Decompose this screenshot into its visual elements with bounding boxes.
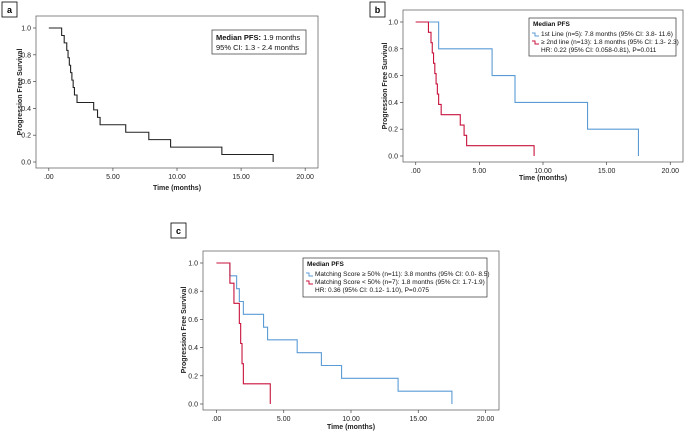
panel-a-y-tick-label: 0.2 bbox=[21, 133, 31, 140]
panel-c-label-box bbox=[170, 222, 187, 239]
panel-a-y-label: Progression Free Survival bbox=[17, 49, 24, 136]
panel-a: a 0.0 0.2 0.4 0.6 0.8 1.0 .00 5.00 10.00 15.00 20… bbox=[1, 1, 319, 192]
panel-c-legend-line-3: HR: 0.36 (95% CI: 0.12- 1.10), P=0.075 bbox=[315, 287, 429, 294]
panel-c-legend-title: Median PFS bbox=[307, 261, 345, 268]
panel-b-x-tick-label: .00 bbox=[411, 168, 421, 175]
panel-c-x-label: Time (months) bbox=[327, 424, 375, 431]
panel-c-legend: Median PFS Matching Score ≥ 50% (n=11): … bbox=[302, 257, 490, 298]
panel-c-series bbox=[216, 262, 453, 404]
panel-b-x-tick-label: 10.00 bbox=[534, 168, 552, 175]
panel-b-y-tick-label: 0.8 bbox=[388, 46, 398, 53]
panel-b-y-tick-label: 0.6 bbox=[388, 73, 398, 80]
panel-b-y-tick-label: 0.0 bbox=[388, 154, 398, 161]
panel-b-legend-line-3: HR: 0.22 (95% CI: 0.058-0.81), P=0.011 bbox=[541, 47, 657, 54]
panel-c-y-tick-label: 0.2 bbox=[188, 373, 198, 380]
panel-b-legend-title: Median PFS bbox=[533, 21, 571, 28]
panel-c-x-tick-label: .00 bbox=[212, 416, 222, 423]
panel-c-x-tick-label: 20.00 bbox=[477, 416, 495, 423]
panel-c-series-2-curve bbox=[216, 262, 271, 404]
panel-c-y-tick-label: 1.0 bbox=[188, 261, 198, 268]
panel-a-legend-median: 1.9 months bbox=[261, 33, 300, 42]
panel-b-legend: Median PFS 1st Line (n=5): 7.8 months (9… bbox=[528, 17, 679, 57]
panel-c-legend-line-1: Matching Score ≥ 50% (n=11): 3.8 months … bbox=[315, 271, 490, 278]
panel-b-y-tick-label: 0.4 bbox=[388, 100, 398, 107]
panel-b-series-2-curve bbox=[415, 21, 535, 156]
panel-a-label-box bbox=[1, 1, 18, 18]
panel-a-x-ticks: .00 5.00 10.00 15.00 20.00 bbox=[44, 168, 314, 181]
panel-c-legend-box bbox=[302, 257, 488, 298]
panel-a-label: a bbox=[7, 5, 13, 15]
panel-b-y-ticks: 0.0 0.2 0.4 0.6 0.8 1.0 bbox=[388, 20, 403, 161]
panel-c-series-1-curve bbox=[216, 262, 453, 404]
panel-b-x-label: Time (months) bbox=[519, 175, 567, 182]
panel-b-legend-box bbox=[528, 17, 677, 57]
panel-b-y-tick-label: 1.0 bbox=[388, 20, 398, 27]
panel-b-legend-swatch-blue bbox=[532, 32, 539, 37]
panel-a-legend-ci: 95% CI: 1.3 - 2.4 months bbox=[216, 43, 299, 52]
panel-a-x-label: Time (months) bbox=[153, 185, 201, 192]
panel-a-y-tick-label: 1.0 bbox=[21, 26, 31, 33]
panel-a-y-tick-label: 0.8 bbox=[21, 52, 31, 59]
panel-c-x-tick-label: 15.00 bbox=[410, 416, 428, 423]
panel-a-x-tick-label: 10.00 bbox=[168, 174, 186, 181]
panel-a-y-ticks: 0.0 0.2 0.4 0.6 0.8 1.0 bbox=[21, 26, 36, 167]
panel-a-legend-title-line: Median PFS: 1.9 months bbox=[216, 33, 300, 42]
panel-a-y-tick-label: 0.0 bbox=[21, 160, 31, 167]
panel-c-y-tick-label: 0.4 bbox=[188, 345, 198, 352]
panel-a-series bbox=[48, 27, 274, 162]
panel-c-y-tick-label: 0.6 bbox=[188, 317, 198, 324]
panel-a-y-tick-label: 0.6 bbox=[21, 79, 31, 86]
panel-b-y-label: Progression Free Survival bbox=[382, 43, 389, 130]
panel-a-y-tick-label: 0.4 bbox=[21, 106, 31, 113]
panel-a-legend-title: Median PFS: bbox=[216, 33, 261, 42]
panel-b-y-tick-label: 0.2 bbox=[388, 127, 398, 134]
panel-b-x-tick-label: 15.00 bbox=[598, 168, 616, 175]
panel-c: c 0.0 0.2 0.4 0.6 0.8 1.0 .00 5.00 10.00 15.00 20… bbox=[170, 222, 500, 431]
panel-a-series-1-curve bbox=[48, 27, 274, 162]
panel-c-legend-line-2: Matching Score < 50% (n=7): 1.8 months (… bbox=[315, 279, 485, 286]
panel-a-x-tick-label: 15.00 bbox=[232, 174, 250, 181]
panel-b-series bbox=[415, 21, 639, 156]
panel-c-legend-swatch-blue bbox=[306, 272, 313, 277]
panel-c-y-tick-label: 0.8 bbox=[188, 289, 198, 296]
panel-b-series-1-curve bbox=[415, 21, 639, 156]
panel-b-x-tick-label: 20.00 bbox=[662, 168, 680, 175]
panel-c-y-label: Progression Free Survival bbox=[181, 287, 188, 374]
panel-c-label: c bbox=[176, 226, 181, 236]
panel-b-legend-line-2: ≥ 2nd line (n=13): 1.8 months (95% CI: 1… bbox=[541, 39, 679, 46]
panel-c-x-ticks: .00 5.00 10.00 15.00 20.00 bbox=[212, 410, 495, 423]
panel-b-x-tick-label: 5.00 bbox=[473, 168, 487, 175]
panel-b-label-box bbox=[369, 1, 386, 18]
panel-a-legend: Median PFS: 1.9 months 95% CI: 1.3 - 2.4… bbox=[211, 29, 307, 55]
panel-b-legend-swatch-red bbox=[532, 40, 539, 45]
panel-c-y-tick-label: 0.0 bbox=[188, 402, 198, 409]
panel-c-x-tick-label: 10.00 bbox=[342, 416, 360, 423]
panel-b: b 0.0 0.2 0.4 0.6 0.8 1.0 .00 5.00 10.00 15.00 20… bbox=[369, 1, 684, 182]
panel-b-legend-line-1: 1st Line (n=5): 7.8 months (95% CI: 3.8-… bbox=[541, 31, 673, 38]
panel-c-legend-swatch-red bbox=[306, 280, 313, 285]
panel-a-legend-box bbox=[211, 29, 307, 55]
panel-a-x-tick-label: .00 bbox=[44, 174, 54, 181]
panel-c-x-tick-label: 5.00 bbox=[277, 416, 291, 423]
panel-a-x-tick-label: 20.00 bbox=[296, 174, 314, 181]
panel-a-x-tick-label: 5.00 bbox=[106, 174, 120, 181]
panel-b-label: b bbox=[375, 5, 381, 15]
panel-b-x-ticks: .00 5.00 10.00 15.00 20.00 bbox=[411, 162, 679, 175]
panel-c-y-ticks: 0.0 0.2 0.4 0.6 0.8 1.0 bbox=[188, 261, 203, 409]
